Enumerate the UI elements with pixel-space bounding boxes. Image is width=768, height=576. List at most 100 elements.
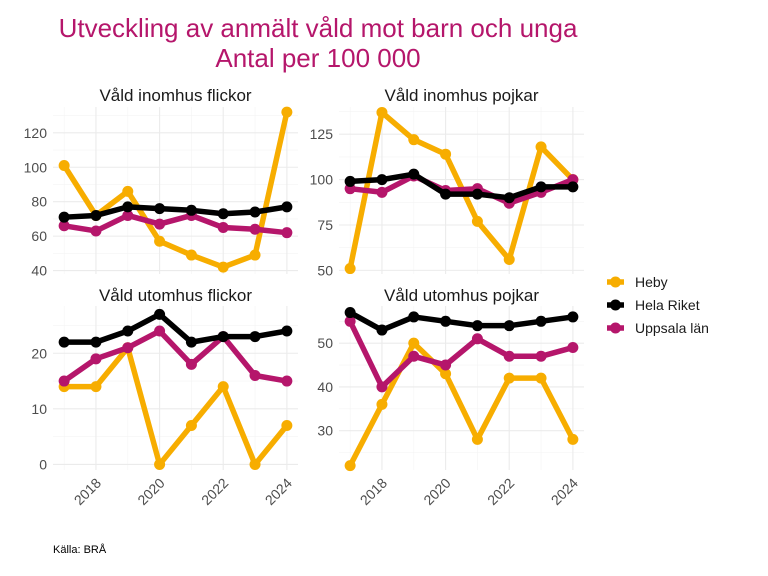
- data-point: [376, 324, 388, 336]
- data-point: [440, 315, 452, 327]
- data-point: [376, 398, 388, 410]
- data-point: [376, 106, 388, 118]
- y-tick-label: 30: [317, 423, 333, 439]
- data-point: [249, 249, 261, 261]
- series-heby: [58, 106, 293, 273]
- data-point: [249, 206, 261, 218]
- y-tick-label: 100: [24, 159, 48, 175]
- data-point: [440, 359, 452, 371]
- data-point: [90, 209, 102, 221]
- legend-label: Hela Riket: [635, 297, 700, 313]
- series-hela-riket: [344, 168, 579, 204]
- data-point: [408, 311, 420, 323]
- chart-title: Utveckling av anmält våld mot barn och u…: [59, 13, 578, 43]
- data-point: [408, 168, 420, 180]
- data-point: [185, 204, 197, 216]
- y-tick-label: 40: [317, 379, 333, 395]
- series-line: [347, 173, 576, 206]
- data-point: [408, 350, 420, 362]
- data-point: [122, 201, 134, 213]
- y-tick-label: 60: [31, 228, 47, 244]
- y-tick-label: 120: [24, 125, 48, 141]
- y-tick-label: 40: [31, 263, 47, 279]
- data-point: [535, 372, 547, 384]
- y-tick-label: 80: [31, 194, 47, 210]
- data-point: [58, 336, 70, 348]
- data-point: [154, 458, 166, 470]
- data-point: [185, 249, 197, 261]
- data-point: [249, 458, 261, 470]
- data-point: [344, 175, 356, 187]
- data-point: [344, 315, 356, 327]
- x-tick-label: 2018: [71, 475, 104, 508]
- data-point: [90, 225, 102, 237]
- data-point: [408, 134, 420, 146]
- legend-item: Heby: [607, 274, 668, 290]
- x-tick-label: 2022: [484, 475, 517, 508]
- data-point: [185, 420, 197, 432]
- x-tick-label: 2024: [548, 475, 581, 508]
- panel-3: Våld utomhus flickor 0 10 20 2018 2020 2022 202…: [31, 286, 298, 508]
- data-point: [535, 141, 547, 153]
- y-tick-label: 20: [31, 345, 47, 361]
- data-point: [249, 223, 261, 235]
- data-point: [281, 420, 293, 432]
- y-tick-label: 0: [39, 456, 47, 472]
- data-point: [567, 342, 579, 354]
- series-heby: [344, 337, 579, 472]
- panel-title: Våld utomhus flickor: [99, 286, 252, 305]
- y-tick-label: 50: [317, 262, 333, 278]
- legend-item: Uppsala län: [607, 320, 709, 336]
- legend-label: Heby: [635, 274, 668, 290]
- legend-key-point: [610, 299, 621, 311]
- series-uppsala-lan: [344, 315, 579, 393]
- y-tick-label: 10: [31, 401, 47, 417]
- x-tick-label: 2020: [134, 475, 167, 508]
- data-point: [154, 218, 166, 230]
- y-tick-label: 75: [317, 217, 333, 233]
- data-point: [90, 381, 102, 393]
- data-point: [122, 325, 134, 337]
- data-point: [503, 320, 515, 332]
- legend-item: Hela Riket: [607, 297, 700, 313]
- data-point: [376, 174, 388, 186]
- data-point: [376, 186, 388, 198]
- data-point: [281, 201, 293, 213]
- data-point: [58, 160, 70, 172]
- x-tick-label: 2022: [198, 475, 231, 508]
- data-point: [217, 381, 229, 393]
- data-point: [154, 308, 166, 320]
- data-point: [185, 358, 197, 370]
- data-point: [122, 209, 134, 221]
- series-uppsala-lan: [58, 209, 293, 239]
- y-tick-label: 50: [317, 335, 333, 351]
- data-point: [217, 331, 229, 343]
- data-point: [344, 307, 356, 319]
- series-hela-riket: [344, 307, 579, 336]
- data-point: [90, 336, 102, 348]
- data-point: [90, 353, 102, 365]
- series-line: [61, 109, 290, 270]
- series-uppsala-lan: [58, 325, 293, 387]
- data-point: [471, 433, 483, 445]
- series-line: [61, 344, 290, 468]
- panel-4: Våld utomhus pojkar 30 40 50 2018 2020 2022 202…: [317, 286, 584, 508]
- data-point: [217, 208, 229, 220]
- x-tick-label: 2020: [420, 475, 453, 508]
- data-point: [567, 311, 579, 323]
- data-point: [281, 375, 293, 387]
- data-point: [440, 188, 452, 200]
- data-point: [58, 211, 70, 223]
- legend-label: Uppsala län: [635, 320, 709, 336]
- data-point: [567, 181, 579, 193]
- data-point: [217, 222, 229, 234]
- chart-subtitle: Antal per 100 000: [215, 43, 420, 73]
- data-point: [344, 263, 356, 275]
- data-point: [503, 372, 515, 384]
- panel-title: Våld inomhus pojkar: [384, 86, 538, 105]
- data-point: [503, 192, 515, 204]
- data-point: [503, 350, 515, 362]
- series-hela-riket: [58, 201, 293, 223]
